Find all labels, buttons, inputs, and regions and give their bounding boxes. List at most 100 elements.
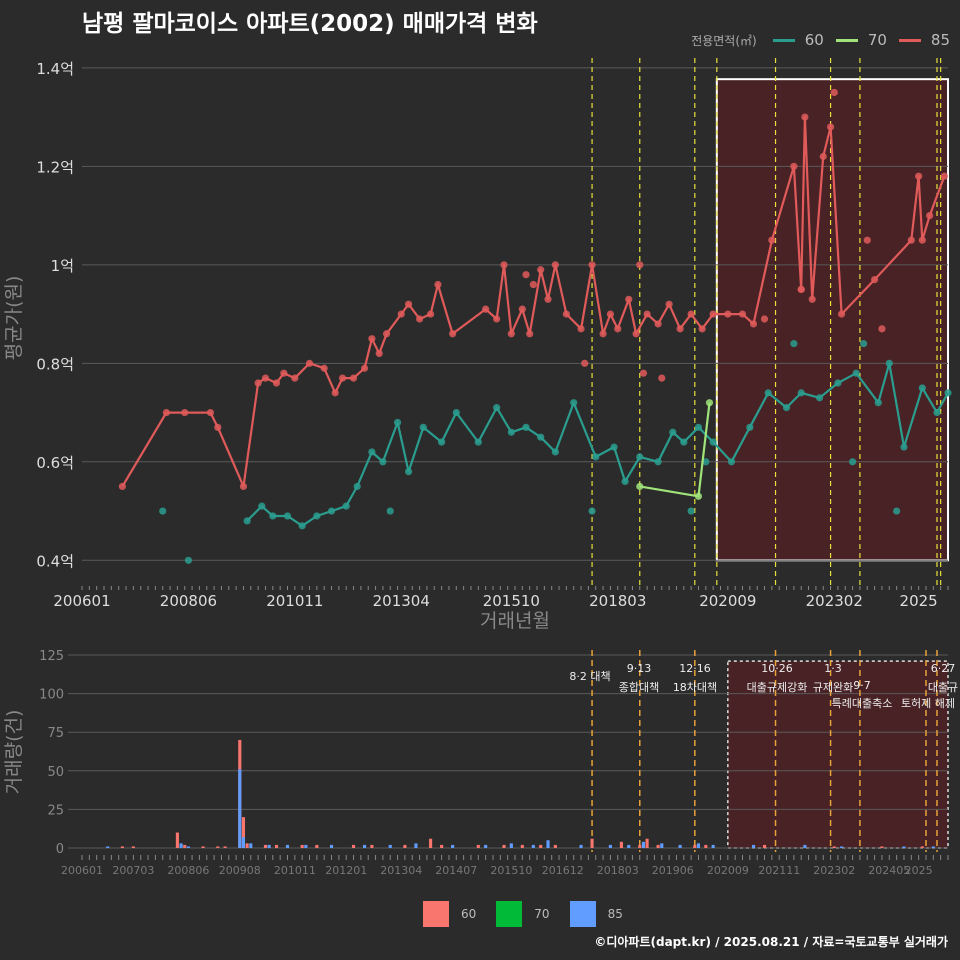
data-point-60 <box>874 399 882 407</box>
data-point-60 <box>687 507 695 515</box>
y-tick-label: 25 <box>47 803 64 818</box>
y-tick-label: 50 <box>47 765 64 780</box>
policy-annotation-sub: 규제완화 <box>813 681 853 694</box>
policy-annotation: 8·2 대책 <box>569 670 610 683</box>
volume-bar-60 <box>520 844 524 848</box>
data-point-85 <box>206 408 215 417</box>
data-point-85 <box>639 369 648 377</box>
y-tick-label: 125 <box>39 649 64 664</box>
series-line-60 <box>246 362 949 527</box>
volume-bar-85 <box>484 844 488 848</box>
data-point-85 <box>526 330 534 338</box>
policy-annotation-sub: 대출규제강화 <box>747 681 808 694</box>
volume-bar-85 <box>106 846 110 848</box>
x-tick-label-volume: 201407 <box>435 864 477 877</box>
data-point-85 <box>709 310 717 318</box>
data-point-60 <box>860 340 868 348</box>
data-point-85 <box>239 482 248 491</box>
legend-box-60 <box>423 901 449 927</box>
data-point-85 <box>658 374 666 382</box>
volume-bar-85 <box>362 844 367 848</box>
data-point-60 <box>636 453 644 461</box>
data-point-60 <box>709 438 717 446</box>
y-tick-label: 1.2억 <box>36 158 74 176</box>
data-point-85 <box>581 359 589 367</box>
policy-annotation-sub: 대출규 <box>928 681 958 694</box>
volume-bar-85 <box>451 844 455 848</box>
x-tick-label-volume: 201803 <box>597 864 639 877</box>
policy-annotation-sub: 18차대책 <box>673 681 717 694</box>
volume-bar-60 <box>245 843 249 848</box>
data-point-85 <box>768 236 776 244</box>
volume-bar-60 <box>656 844 660 848</box>
volume-bar-60 <box>440 844 444 848</box>
data-point-85 <box>606 310 615 318</box>
data-point-60 <box>313 512 321 520</box>
data-point-60 <box>570 399 578 407</box>
data-point-60 <box>327 507 336 515</box>
x-tick-label: 202009 <box>699 592 756 610</box>
y-axis-label: 평균가(원) <box>3 276 25 361</box>
x-tick-label: 201803 <box>589 592 646 610</box>
data-point-60 <box>368 448 376 456</box>
data-point-85 <box>349 374 358 382</box>
policy-annotation: 1·3 <box>824 662 842 675</box>
legend-top: 전용면적(㎡) 60 70 85 <box>691 31 950 49</box>
data-point-60 <box>537 433 545 441</box>
data-point-85 <box>280 369 288 377</box>
data-point-60 <box>702 458 710 466</box>
data-point-60 <box>933 408 941 417</box>
data-point-60 <box>669 428 677 436</box>
x-tick-label-volume: 202009 <box>707 864 749 877</box>
legend-label-85: 85 <box>930 31 950 49</box>
data-point-85 <box>625 295 633 303</box>
x-tick-label: 201304 <box>373 592 430 610</box>
y-tick-label: 0 <box>56 842 64 857</box>
data-point-85 <box>261 374 270 382</box>
y-tick-label: 100 <box>39 688 64 703</box>
data-point-85 <box>915 172 923 180</box>
data-point-85 <box>397 310 405 318</box>
x-tick-label: 200601 <box>53 592 110 610</box>
volume-bar-60 <box>241 817 246 848</box>
volume-bar-60 <box>920 846 924 848</box>
volume-bar-60 <box>131 846 135 848</box>
x-tick-label-volume: 200601 <box>61 864 103 877</box>
volume-bar-85 <box>902 846 906 848</box>
data-point-60 <box>680 438 688 446</box>
policy-annotation-sub: 특례대출축소 <box>832 697 893 710</box>
x-tick-label-volume: 201201 <box>325 864 367 877</box>
legend-swatch-60 <box>772 38 795 42</box>
volume-bar-85 <box>931 846 935 848</box>
legend-box-70 <box>496 901 523 927</box>
volume-bar-60 <box>120 846 124 848</box>
volume-bar-85 <box>329 844 334 848</box>
data-point-85 <box>801 113 809 121</box>
legend-bottom: 60 70 85 <box>423 901 643 927</box>
volume-bar-85 <box>414 843 418 848</box>
source-footer: ©디아파트(dapt.kr) / 2025.08.21 / 자료=국토교통부 실… <box>594 935 948 949</box>
volume-bar-60 <box>315 844 319 848</box>
data-point-85 <box>790 162 798 170</box>
data-point-60 <box>393 418 402 427</box>
data-point-60 <box>694 423 703 431</box>
volume-bar-85 <box>641 841 645 848</box>
volume-bar-85 <box>608 844 612 848</box>
legend-bottom-label-70: 70 <box>534 907 550 921</box>
x-tick-label: 202302 <box>806 592 863 610</box>
x-tick-label-volume: 2025 <box>905 864 933 877</box>
y-axis-label-volume: 거래량(건) <box>3 710 25 795</box>
volume-bar-85 <box>531 844 535 848</box>
data-point-85 <box>907 236 915 244</box>
x-tick-label-volume: 200806 <box>167 864 209 877</box>
volume-bar-85 <box>285 844 290 848</box>
data-point-60 <box>815 394 824 402</box>
data-point-60 <box>522 423 530 431</box>
volume-bar-85 <box>546 840 550 848</box>
data-point-60 <box>342 502 350 510</box>
data-point-60 <box>848 458 857 466</box>
volume-bar-60 <box>429 838 433 848</box>
x-tick-label-volume: 202405 <box>868 864 910 877</box>
x-tick-label-volume: 200703 <box>112 864 154 877</box>
data-point-60 <box>452 408 460 417</box>
